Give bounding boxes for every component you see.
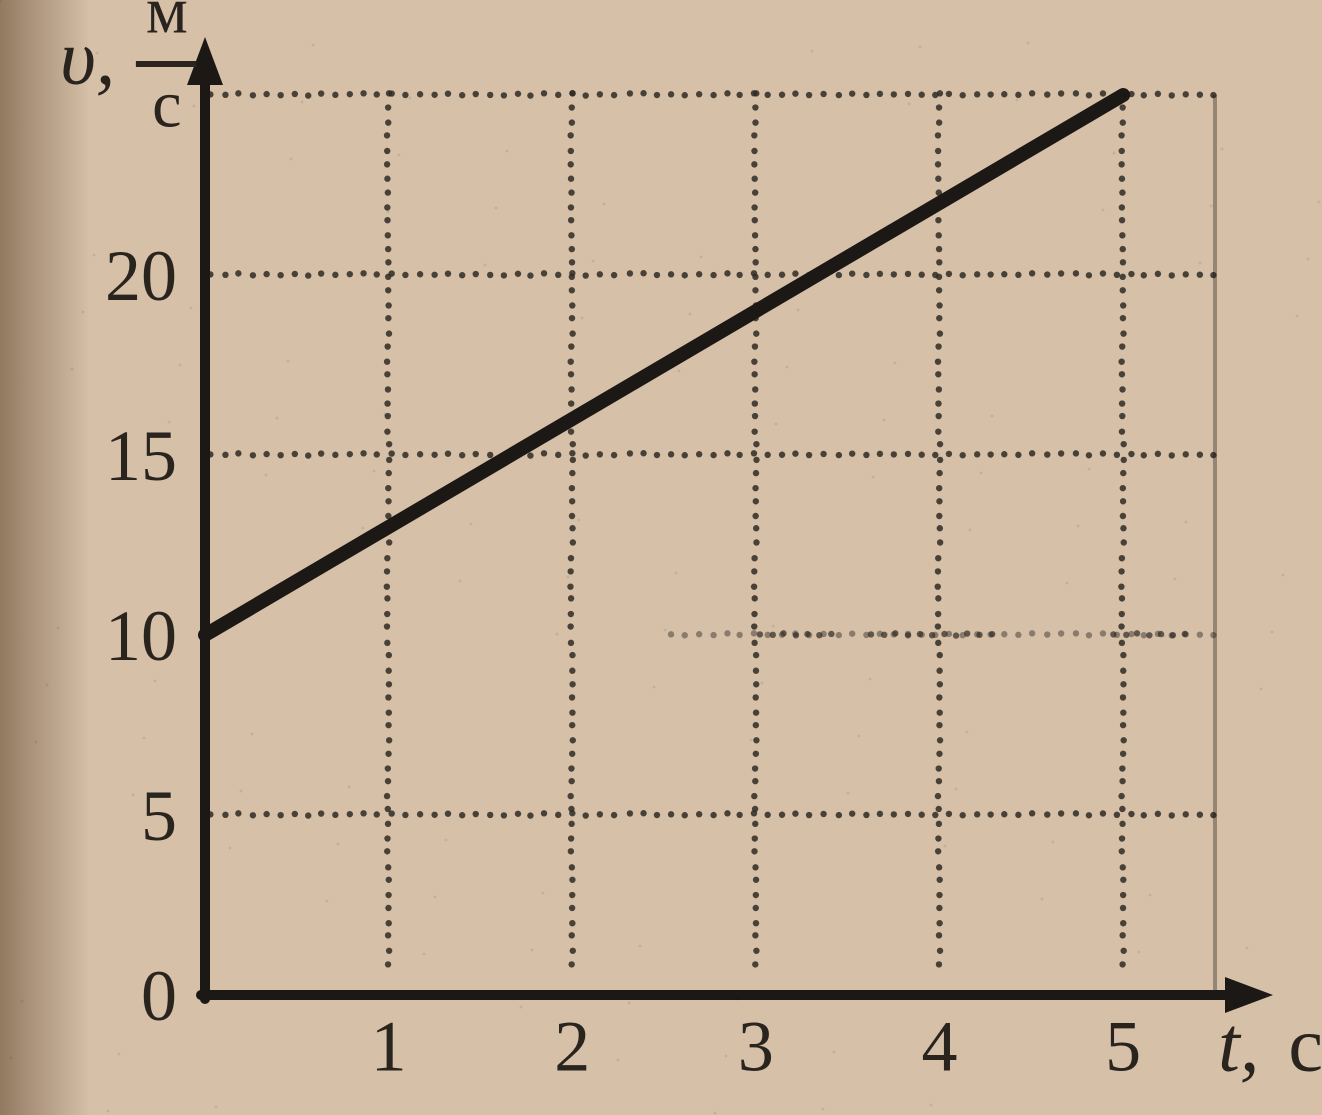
chart-svg: 0510152012345υ,мсt, с: [0, 0, 1322, 1115]
series-velocity: [205, 95, 1123, 635]
y-tick-label: 0: [141, 956, 177, 1036]
gridline: [207, 90, 1216, 99]
y-axis-label: υ, мс: [60, 0, 197, 141]
y-tick-label: 15: [105, 416, 177, 496]
y-tick-label: 10: [105, 596, 177, 676]
gridline: [207, 810, 1216, 819]
svg-text:с: с: [1288, 1001, 1322, 1088]
x-tick-label: 1: [371, 1007, 407, 1087]
x-tick-label: 5: [1105, 1007, 1141, 1087]
x-axis-label: t, с: [1218, 1001, 1322, 1088]
svg-text:м: м: [146, 0, 188, 48]
svg-text:υ,: υ,: [60, 13, 115, 100]
svg-text:с: с: [152, 68, 181, 141]
gridline: [567, 90, 576, 967]
gridline: [207, 450, 1216, 459]
gridline: [1118, 90, 1127, 967]
y-tick-label: 5: [141, 776, 177, 856]
gridline: [207, 270, 1216, 279]
gridline: [751, 90, 760, 967]
y-tick-label: 20: [105, 236, 177, 316]
velocity-time-chart: 0510152012345υ,мсt, с: [0, 0, 1322, 1115]
x-tick-label: 4: [922, 1007, 958, 1087]
x-tick-label: 2: [554, 1007, 590, 1087]
svg-text:t,: t,: [1218, 1001, 1259, 1088]
gridline: [935, 90, 944, 967]
x-tick-label: 3: [738, 1007, 774, 1087]
gridline: [1110, 630, 1188, 638]
